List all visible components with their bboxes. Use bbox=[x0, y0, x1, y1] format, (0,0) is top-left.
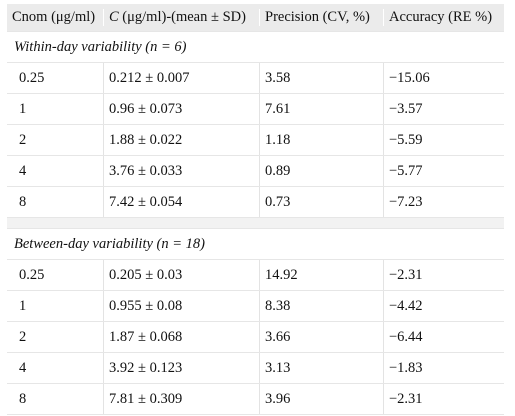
header-concentration: C (μg/ml)-(mean ± SD) bbox=[103, 9, 259, 26]
cell-concentration: 1.87 ± 0.068 bbox=[103, 322, 259, 352]
cell-precision: 7.61 bbox=[259, 94, 383, 124]
cell-accuracy: −6.44 bbox=[383, 322, 504, 352]
cell-accuracy: −3.57 bbox=[383, 94, 504, 124]
header-precision: Precision (CV, %) bbox=[259, 9, 383, 26]
table-row: 1 0.96 ± 0.073 7.61 −3.57 bbox=[7, 94, 504, 125]
header-concentration-symbol: C bbox=[109, 9, 119, 25]
table-row: 1 0.955 ± 0.08 8.38 −4.42 bbox=[7, 291, 504, 322]
cell-cnom: 8 bbox=[19, 193, 27, 210]
cell-concentration: 0.96 ± 0.073 bbox=[103, 94, 259, 124]
cell-concentration: 1.88 ± 0.022 bbox=[103, 125, 259, 155]
cell-precision: 3.96 bbox=[259, 384, 383, 414]
cell-concentration: 3.92 ± 0.123 bbox=[103, 353, 259, 383]
table-row: 2 1.87 ± 0.068 3.66 −6.44 bbox=[7, 322, 504, 353]
cell-precision: 14.92 bbox=[259, 260, 383, 290]
cell-accuracy: −5.77 bbox=[383, 156, 504, 186]
cell-cnom: 1 bbox=[19, 297, 27, 314]
cell-accuracy: −1.83 bbox=[383, 353, 504, 383]
section-title: Between-day variability (n = 18) bbox=[14, 235, 205, 252]
cell-cnom: 4 bbox=[19, 162, 27, 179]
table-row: 0.25 0.212 ± 0.007 3.58 −15.06 bbox=[7, 63, 504, 94]
section-spacer bbox=[7, 218, 504, 229]
header-cnom: Cnom (μg/ml) bbox=[12, 9, 96, 25]
cell-accuracy: −4.42 bbox=[383, 291, 504, 321]
section-title: Within-day variability (n = 6) bbox=[14, 38, 187, 55]
header-concentration-label: (μg/ml)-(mean ± SD) bbox=[118, 9, 246, 25]
cell-precision: 3.13 bbox=[259, 353, 383, 383]
cell-precision: 0.89 bbox=[259, 156, 383, 186]
cell-concentration: 0.212 ± 0.007 bbox=[103, 63, 259, 93]
cell-cnom: 8 bbox=[19, 390, 27, 407]
cell-accuracy: −5.59 bbox=[383, 125, 504, 155]
section-title-row: Between-day variability (n = 18) bbox=[7, 229, 504, 260]
cell-accuracy: −2.31 bbox=[383, 260, 504, 290]
table-row: 4 3.92 ± 0.123 3.13 −1.83 bbox=[7, 353, 504, 384]
cell-precision: 8.38 bbox=[259, 291, 383, 321]
cell-cnom: 0.25 bbox=[19, 266, 45, 283]
cell-concentration: 0.205 ± 0.03 bbox=[103, 260, 259, 290]
table-row: 8 7.42 ± 0.054 0.73 −7.23 bbox=[7, 187, 504, 218]
cell-cnom: 4 bbox=[19, 359, 27, 376]
cell-concentration: 3.76 ± 0.033 bbox=[103, 156, 259, 186]
cell-concentration: 0.955 ± 0.08 bbox=[103, 291, 259, 321]
cell-precision: 3.58 bbox=[259, 63, 383, 93]
table-header: Cnom (μg/ml) C (μg/ml)-(mean ± SD) Preci… bbox=[7, 4, 504, 32]
section-title-row: Within-day variability (n = 6) bbox=[7, 32, 504, 63]
cell-concentration: 7.42 ± 0.054 bbox=[103, 187, 259, 217]
cell-cnom: 0.25 bbox=[19, 69, 45, 86]
cell-accuracy: −7.23 bbox=[383, 187, 504, 217]
cell-cnom: 2 bbox=[19, 131, 27, 148]
cell-concentration: 7.81 ± 0.309 bbox=[103, 384, 259, 414]
cell-accuracy: −2.31 bbox=[383, 384, 504, 414]
cell-precision: 3.66 bbox=[259, 322, 383, 352]
table-row: 2 1.88 ± 0.022 1.18 −5.59 bbox=[7, 125, 504, 156]
cell-cnom: 1 bbox=[19, 100, 27, 117]
header-accuracy: Accuracy (RE %) bbox=[383, 9, 504, 26]
table-row: 8 7.81 ± 0.309 3.96 −2.31 bbox=[7, 384, 504, 415]
cell-precision: 1.18 bbox=[259, 125, 383, 155]
cell-accuracy: −15.06 bbox=[383, 63, 504, 93]
cell-precision: 0.73 bbox=[259, 187, 383, 217]
cell-cnom: 2 bbox=[19, 328, 27, 345]
table-row: 0.25 0.205 ± 0.03 14.92 −2.31 bbox=[7, 260, 504, 291]
validation-table: Cnom (μg/ml) C (μg/ml)-(mean ± SD) Preci… bbox=[7, 4, 504, 415]
table-row: 4 3.76 ± 0.033 0.89 −5.77 bbox=[7, 156, 504, 187]
